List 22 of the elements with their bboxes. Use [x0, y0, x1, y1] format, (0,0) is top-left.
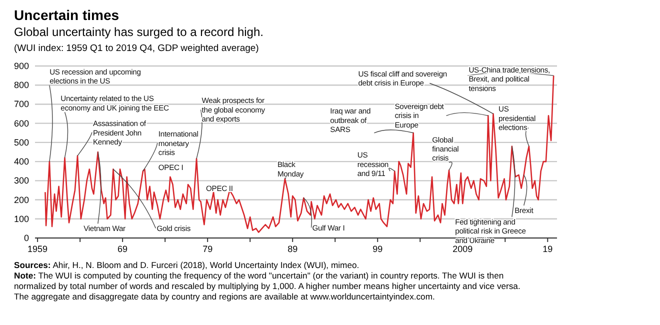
x-tick-label: 89	[288, 244, 298, 254]
text: (WUI index: 1959 Q1 to 2019 Q4, GDP weighted average)	[14, 43, 259, 54]
y-tick-label: 0	[24, 233, 29, 243]
source-note: Sources: Ahir, H., N. Bloom and D. Furceri (2018), World Uncertainty Index (WUI), mimeo.	[14, 260, 360, 270]
y-tick-label: 300	[14, 176, 29, 186]
y-tick-label: 400	[14, 156, 29, 167]
x-tick-label: 79	[202, 244, 213, 254]
x-tick-label: 19	[542, 244, 553, 254]
y-tick-label: 800	[14, 80, 29, 90]
y-tick-label: 600	[14, 118, 29, 128]
y-tick-label: 500	[14, 137, 29, 148]
y-tick-label: 700	[14, 99, 29, 110]
x-tick-label: 99	[372, 244, 383, 254]
x-tick-label: 69	[118, 244, 128, 254]
y-tick-label: 200	[14, 194, 29, 205]
y-tick-label: 900	[14, 61, 29, 71]
x-tick-label: 1959	[28, 244, 48, 254]
chart-subtitle: Global uncertainty has surged to a record high.	[14, 25, 264, 39]
text: Note: The WUI is computed by counting the frequency of the word "uncertain" (or the variant) in country reports. The WUI is then normalized by total number of words and rescaled by multiplying by 1,000. A higher number means higher uncertainty and vice versa. The aggregate and disaggregate data by country and regions are available at www.worlduncertaintyindex.com.	[14, 270, 520, 302]
y-tick-label: 100	[14, 214, 29, 224]
x-tick-label: 2009	[452, 244, 473, 254]
chart-title: Uncertain times	[14, 7, 120, 23]
